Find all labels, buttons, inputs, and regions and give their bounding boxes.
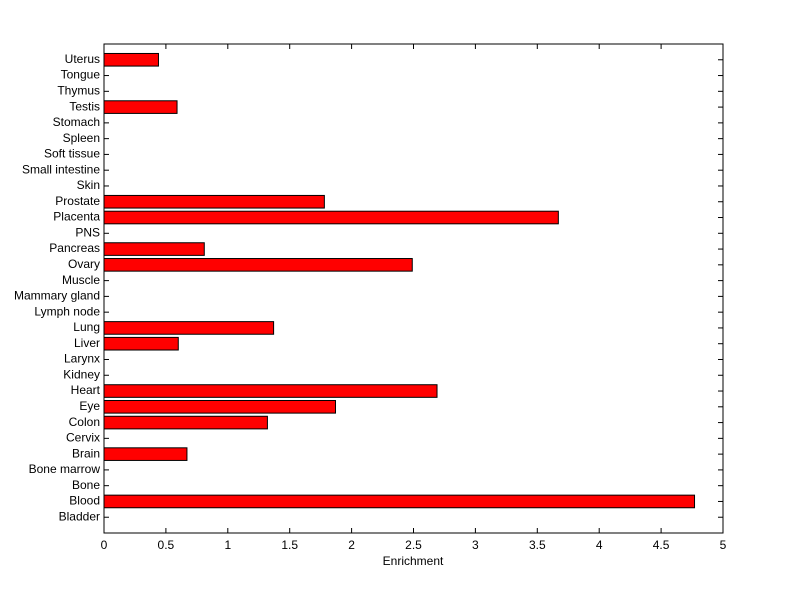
plot-frame bbox=[103, 43, 724, 534]
y-tick-label: Kidney bbox=[63, 367, 100, 381]
y-tick-label: Larynx bbox=[64, 352, 100, 366]
y-tick-label: Spleen bbox=[63, 131, 100, 145]
bar bbox=[103, 399, 337, 414]
x-tick-label: 1.5 bbox=[281, 538, 298, 552]
x-tick-label: 3 bbox=[472, 538, 479, 552]
x-tick-label: 5 bbox=[720, 538, 727, 552]
bar bbox=[103, 194, 325, 209]
bar bbox=[103, 100, 178, 114]
y-tick-label: Muscle bbox=[62, 273, 100, 287]
y-tick-label: Ovary bbox=[68, 257, 100, 271]
y-tick-label: Prostate bbox=[55, 194, 100, 208]
y-tick-label: Soft tissue bbox=[44, 147, 100, 161]
x-tick-label: 4 bbox=[596, 538, 603, 552]
y-tick-label: Small intestine bbox=[22, 162, 100, 176]
bar bbox=[103, 447, 188, 461]
y-tick-label: Colon bbox=[69, 415, 100, 429]
y-tick-label: Bone bbox=[72, 478, 100, 492]
x-tick-label: 4.5 bbox=[653, 538, 670, 552]
y-tick-label: Placenta bbox=[53, 210, 100, 224]
y-tick-label: Blood bbox=[69, 494, 100, 508]
y-tick-label: Skin bbox=[77, 178, 100, 192]
y-tick-label: Thymus bbox=[57, 83, 100, 97]
y-tick-label: Bone marrow bbox=[29, 462, 101, 476]
y-tick-label: Uterus bbox=[65, 52, 100, 66]
x-tick-label: 2.5 bbox=[405, 538, 422, 552]
x-tick-label: 3.5 bbox=[529, 538, 546, 552]
y-tick-label: Liver bbox=[74, 336, 100, 350]
y-tick-label: Brain bbox=[72, 446, 100, 460]
x-tick-label: 0 bbox=[101, 538, 108, 552]
y-tick-label: Heart bbox=[71, 383, 101, 397]
y-tick-label: Pancreas bbox=[49, 241, 100, 255]
y-tick-label: Eye bbox=[79, 399, 100, 413]
y-tick-label: Bladder bbox=[59, 509, 100, 523]
bar bbox=[103, 210, 559, 225]
y-tick-label: Testis bbox=[69, 99, 100, 113]
bar bbox=[103, 52, 159, 67]
y-tick-label: Lymph node bbox=[34, 304, 100, 318]
x-tick-label: 2 bbox=[348, 538, 355, 552]
bar bbox=[103, 336, 179, 351]
y-tick-label: PNS bbox=[75, 225, 100, 239]
bar bbox=[103, 258, 413, 272]
bar bbox=[103, 321, 275, 335]
x-tick-label: 0.5 bbox=[158, 538, 175, 552]
y-tick-label: Cervix bbox=[66, 431, 100, 445]
bar bbox=[103, 415, 268, 430]
y-tick-label: Stomach bbox=[53, 115, 100, 129]
bar bbox=[103, 494, 696, 509]
x-axis-label: Enrichment bbox=[383, 554, 444, 568]
y-tick-label: Tongue bbox=[61, 68, 101, 82]
y-tick-label: Lung bbox=[73, 320, 100, 334]
bar bbox=[103, 242, 205, 256]
y-tick-label: Mammary gland bbox=[14, 289, 100, 303]
bar bbox=[103, 384, 438, 398]
x-tick-label: 1 bbox=[224, 538, 231, 552]
